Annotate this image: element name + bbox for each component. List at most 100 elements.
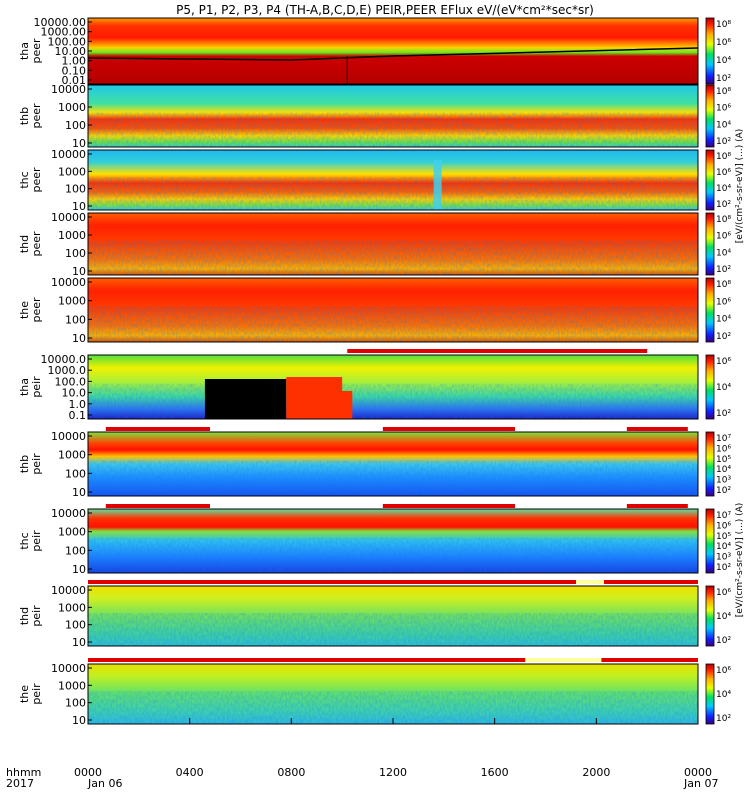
panel-label-species: peer (30, 297, 43, 323)
colorbar-tick-label: 10⁶ (716, 38, 731, 48)
y-tick-label: 10 (72, 137, 86, 150)
colorbar-tick-label: 10⁴ (716, 248, 731, 258)
panel-the-peir: 10000 1000 100 10 the peir 10⁶ 10⁴ 10² (18, 658, 731, 727)
colorbar-tick-label: 10⁵ (716, 455, 731, 465)
y-tick-label: 10.00 (55, 45, 87, 58)
colorbar-title-peer: [eV/(cm²-s-sr-eV)] (...) (A) (735, 129, 745, 244)
y-tick-label: 10 (72, 332, 86, 345)
y-tick-label: 100 (65, 467, 86, 480)
status-bar (88, 658, 698, 662)
colorbar-tick-label: 10² (716, 563, 731, 573)
colorbar-tick-label: 10⁶ (716, 297, 731, 307)
y-tick-label: 1000 (58, 295, 86, 308)
panel-frame (87, 431, 699, 497)
x-axis-date-end: Jan 07 (683, 777, 718, 790)
colorbar-tick-label: 10² (716, 265, 731, 275)
colorbar-tick-label: 10⁶ (716, 444, 731, 454)
y-tick-label: 10 (72, 486, 86, 499)
panel-label-probe: the (18, 685, 31, 703)
colorbar-tick-label: 10⁶ (716, 357, 731, 367)
y-tick-label: 1000 (58, 679, 86, 692)
colorbar-tick-label: 10³ (716, 553, 731, 563)
colorbar (705, 84, 715, 148)
y-tick-label: 10000.0 (41, 353, 87, 366)
colorbar (705, 149, 715, 211)
y-tick-label: 10000 (51, 507, 86, 520)
y-tick-label: 1000 (58, 229, 86, 242)
panel-label-probe: tha (18, 378, 31, 396)
y-tick-label: 10000 (51, 211, 86, 224)
noise-overlay (88, 613, 698, 646)
y-tick-label: 100 (65, 697, 86, 710)
y-tick-label: 1000 (58, 601, 86, 614)
y-tick-label: 1000 (58, 101, 86, 114)
colorbar-tick-label: 10⁸ (716, 215, 731, 225)
colorbar-tick-label: 10⁴ (716, 383, 731, 393)
y-tick-label: 100.00 (48, 35, 87, 48)
colorbar-tick-label: 10⁶ (716, 521, 731, 531)
y-tick-label: 10000 (51, 430, 86, 443)
y-tick-label: 10000 (51, 662, 86, 675)
y-tick-label: 10000 (51, 83, 86, 96)
y-tick-label: 100 (65, 183, 86, 196)
status-bar-segment (105, 504, 210, 508)
colorbar-tick-label: 10⁶ (716, 588, 731, 598)
panel-frame (87, 354, 699, 420)
x-axis-date-start: Jan 06 (87, 777, 122, 790)
panel-label-probe: thb (18, 107, 31, 125)
panel-frame (87, 277, 699, 343)
colorbar-tick-label: 10⁶ (716, 168, 731, 178)
x-axis-label-line1: hhmm (6, 766, 41, 779)
y-tick-label: 100 (65, 544, 86, 557)
saturated-region (319, 391, 353, 419)
status-bar-segment (626, 504, 688, 508)
colorbar-tick-label: 10² (716, 409, 731, 419)
y-tick-label: 1.0 (69, 398, 87, 411)
colorbar-tick-label: 10² (716, 137, 731, 147)
panel-label-probe: thd (18, 607, 31, 625)
x-tick-label: 0000 (74, 766, 102, 779)
y-tick-label: 10000 (51, 584, 86, 597)
panel-label-species: peir (30, 683, 43, 705)
status-bar (88, 580, 698, 584)
status-bar-segment (382, 504, 515, 508)
panel-thd-peir: 10000 1000 100 10 thd peir 10⁶ 10⁴ 10² (18, 580, 731, 649)
noise-overlay (88, 306, 698, 342)
colorbar-tick-label: 10² (716, 332, 731, 342)
noise-overlay (88, 460, 698, 496)
y-tick-label: 1000.0 (48, 364, 87, 377)
status-bar-segment (576, 580, 604, 584)
panel-thb-peer: 10000 1000 100 10 thb peer 10⁸ 10⁶ 10⁴ 10² (18, 83, 731, 150)
y-tick-label: 0.10 (62, 64, 87, 77)
panel-label-species: peer (30, 231, 43, 257)
x-tick-label: 0800 (277, 766, 305, 779)
colorbar-tick-label: 10² (716, 200, 731, 210)
x-tick-label: 0400 (176, 766, 204, 779)
noise-overlay (88, 112, 698, 147)
panel-label-probe: the (18, 301, 31, 319)
colorbar (705, 212, 715, 276)
panel-frame (87, 84, 699, 148)
colorbar-tick-label: 10⁴ (716, 542, 731, 552)
no-data-region (204, 379, 287, 419)
colorbar-tick-label: 10⁴ (716, 465, 731, 475)
gap-region (433, 160, 442, 210)
panel-label-probe: thc (18, 171, 31, 188)
y-tick-label: 10 (72, 636, 86, 649)
colorbar-tick-label: 10⁴ (716, 315, 731, 325)
panel-label-species: peir (30, 530, 43, 552)
x-axis: hhmm 2017 Jan 06 Jan 07 0000 0400 0800 1200… (6, 718, 718, 790)
colorbar-tick-label: 10⁶ (716, 104, 731, 114)
x-tick-label: 0000 (684, 766, 712, 779)
y-tick-label: 1000 (58, 165, 86, 178)
status-bar-segment (382, 427, 515, 431)
figure-title: P5, P1, P2, P3, P4 (TH-A,B,C,D,E) PEIR,P… (176, 3, 594, 17)
panel-label-probe: thd (18, 235, 31, 253)
colorbar-tick-label: 10² (716, 486, 731, 496)
panel-label-probe: thb (18, 455, 31, 473)
y-tick-label: 100 (65, 119, 86, 132)
